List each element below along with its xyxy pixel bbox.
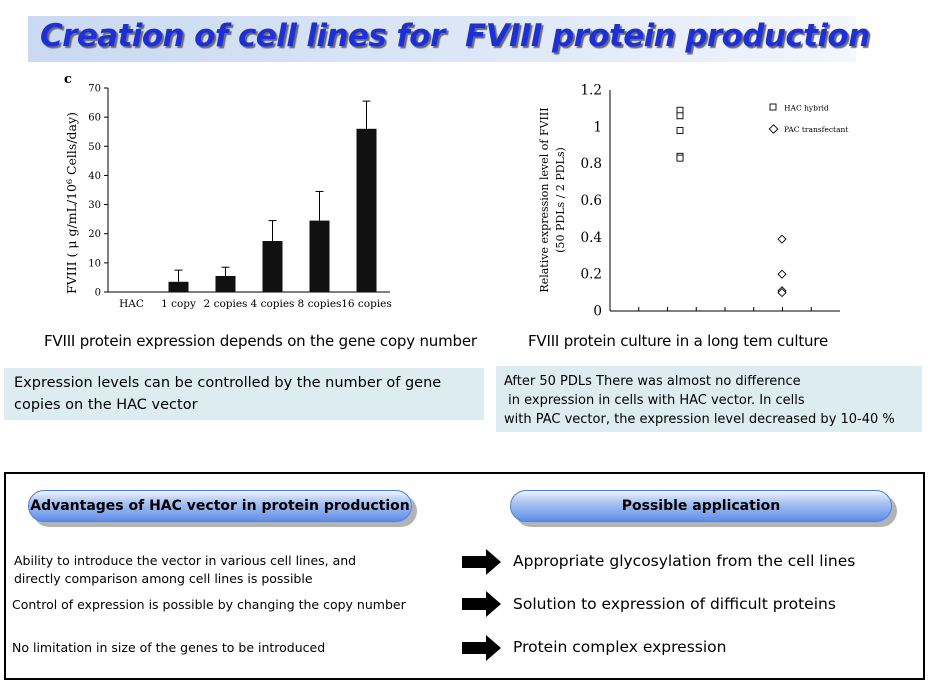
right-chart-caption: FVIII protein culture in a long tem cult…: [528, 332, 828, 350]
pac-data-point: [777, 287, 787, 298]
panel-label: c: [64, 72, 72, 87]
left-note-text: Expression levels can be controlled by t…: [14, 375, 442, 413]
x-tick-label: 4 copies: [251, 298, 295, 310]
bar: [309, 220, 330, 292]
x-tick-label: 16 copies: [341, 298, 392, 310]
advantage-item: Ability to introduce the vector in vario…: [14, 552, 356, 588]
hac-data-point: [676, 154, 684, 162]
x-tick-label: HAC: [119, 298, 144, 310]
y-tick-label: 20: [88, 229, 101, 240]
application-item-3: Protein complex expression: [513, 638, 727, 656]
y-tick-label: 60: [88, 113, 101, 124]
right-note-line-3: with PAC vector, the expression level de…: [504, 412, 895, 427]
y-tick-label: 0.4: [581, 230, 602, 246]
y-tick-label: 70: [88, 84, 101, 95]
advantage-item-2: Control of expression is possible by cha…: [12, 597, 406, 612]
bar: [356, 128, 377, 292]
hac-data-point: [676, 127, 684, 134]
application-item-1: Appropriate glycosylation from the cell …: [513, 552, 856, 570]
page-title: Creation of cell lines for FVIII protein…: [40, 18, 870, 54]
bar-chart: c FVIII ( μ g/mL/10⁶ Cells/day) 0 10 20 30 4…: [64, 72, 392, 310]
left-note-box: Expression levels can be controlled by t…: [4, 368, 484, 420]
y-tick-label: 50: [88, 142, 101, 153]
right-note-line-2: in expression in cells with HAC vector. …: [504, 393, 805, 408]
x-tick-label: 2 copies: [204, 298, 248, 310]
advantages-title: Advantages of HAC vector in protein prod…: [30, 498, 410, 514]
advantage-item-3: No limitation in size of the genes to be…: [12, 640, 326, 655]
y-tick-label: 30: [88, 200, 101, 211]
y-tick-label: 0: [95, 288, 101, 299]
x-tick-label: 1 copy: [161, 298, 196, 310]
right-arrow-icon: [462, 549, 501, 575]
y-tick-label: 40: [88, 171, 101, 182]
left-chart-caption: FVIII protein expression depends on the …: [44, 332, 477, 350]
application-item-2: Solution to expression of difficult prot…: [513, 595, 836, 613]
bar: [262, 241, 283, 292]
right-note-box: After 50 PDLs There was almost no differ…: [496, 366, 922, 432]
y-tick-label: 1.2: [581, 83, 602, 99]
y-tick-label: 0.6: [581, 193, 602, 209]
right-arrow-icon: [462, 591, 501, 617]
advantage-item-1-line-2: directly comparison among cell lines is …: [14, 571, 313, 586]
applications-title: Possible application: [621, 498, 781, 514]
advantage-item-1-line-1: Ability to introduce the vector in vario…: [14, 553, 357, 568]
legend-label-hac: HAC hybrid: [784, 104, 829, 113]
summary-panel: [4, 472, 925, 680]
legend-square-marker: [769, 103, 777, 111]
advantages-header: Advantages of HAC vector in protein prod…: [28, 490, 412, 522]
y-tick-label: 0: [593, 304, 602, 320]
y-tick-label: 0.2: [581, 267, 602, 283]
hac-data-point: [676, 112, 684, 120]
x-tick-label: 8 copies: [298, 298, 342, 310]
pac-data-point: [777, 234, 787, 244]
scatter-y-label-2: (50 PDLs / 2 PDLs): [554, 147, 567, 253]
legend-label-pac: PAC transfectant: [784, 125, 848, 134]
pac-data-point: [777, 269, 787, 279]
y-tick-label: 10: [88, 258, 101, 269]
title-banner: [28, 16, 856, 62]
legend-diamond-marker: [768, 124, 779, 134]
bar: [168, 281, 189, 292]
scatter-chart: Relative expression level of FVIII (50 P…: [538, 83, 848, 320]
right-arrow-icon: [462, 635, 501, 661]
right-note-line-1: After 50 PDLs There was almost no differ…: [504, 374, 801, 389]
bar: [215, 275, 236, 292]
y-tick-label: 0.8: [581, 156, 602, 172]
scatter-y-label: Relative expression level of FVIII: [538, 107, 551, 292]
bar-chart-y-label: FVIII ( μ g/mL/10⁶ Cells/day): [64, 112, 79, 294]
y-tick-label: 1: [593, 119, 602, 135]
applications-header: Possible application: [510, 490, 892, 522]
